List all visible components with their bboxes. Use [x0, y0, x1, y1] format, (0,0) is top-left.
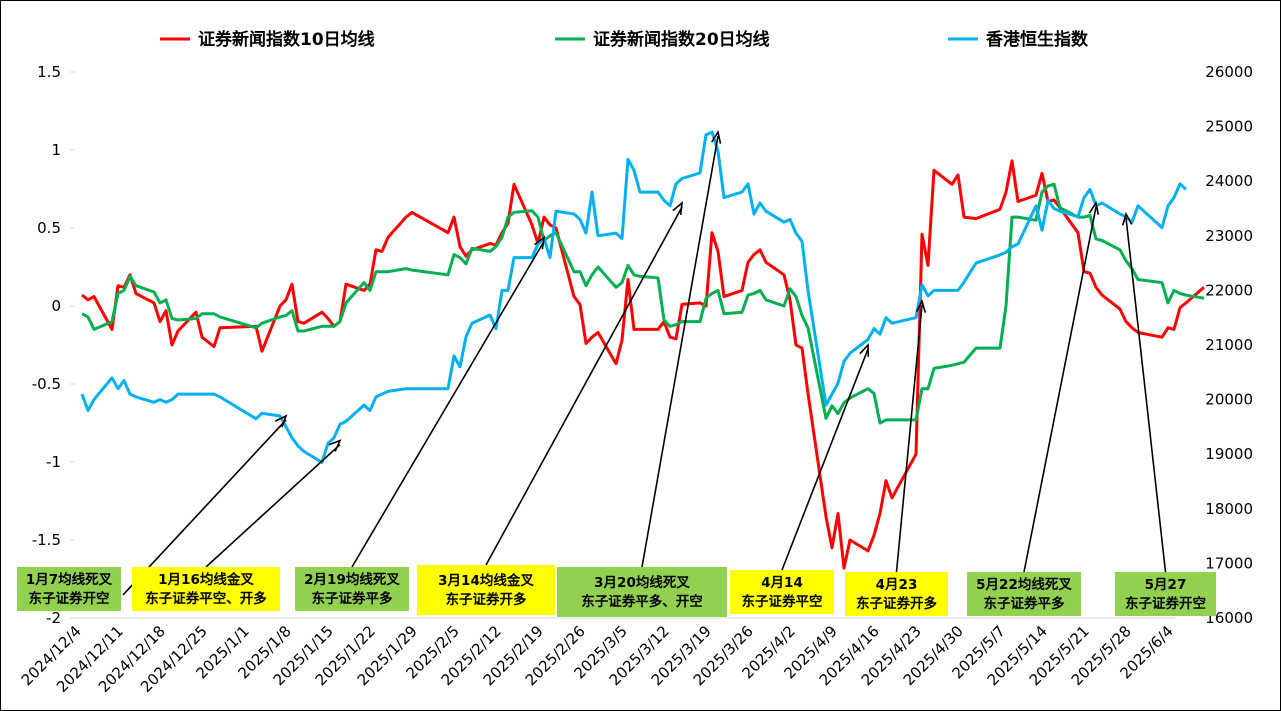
- annotation-box: [132, 567, 280, 611]
- annotation-arrow: [1023, 206, 1097, 573]
- left-y-tick-label: 0: [51, 297, 61, 315]
- annotation-text: 东子证券开多: [856, 595, 937, 612]
- annotation-text: 5月27: [1145, 577, 1187, 593]
- right-y-tick-label: 20000: [1205, 391, 1253, 409]
- right-y-tick-label: 22000: [1205, 281, 1253, 299]
- annotations: 1月7均线死叉东子证券开空1月16均线金叉东子证券平空、开多2月19均线死叉东子…: [17, 130, 1216, 617]
- annotation-text: 东子证券平多、开空: [581, 593, 703, 610]
- annotation-6: 4月14 东子证券平空: [730, 343, 870, 614]
- left-y-tick-label: -0.5: [32, 375, 61, 393]
- legend-item-20day: 证券新闻指数20日均线: [555, 29, 770, 50]
- annotation-arrow: [122, 419, 287, 596]
- annotation-text: 5月22均线死叉: [976, 576, 1072, 593]
- annotation-box: [557, 567, 727, 617]
- annotation-text: 4月23: [876, 577, 918, 593]
- left-y-tick-label: -1.5: [32, 531, 61, 549]
- left-y-tick-label: -2: [46, 609, 61, 627]
- annotation-box: [730, 570, 834, 614]
- annotation-arrowhead: [534, 235, 546, 250]
- series-line-10day-ma: [81, 159, 1205, 570]
- left-y-tick-label: -1: [46, 453, 61, 471]
- x-axis: 2024/12/42024/12/112024/12/182024/12/252…: [18, 617, 1177, 696]
- annotation-arrow: [205, 443, 341, 568]
- left-y-tick-label: 1.5: [37, 63, 61, 81]
- right-y-tick-label: 18000: [1205, 500, 1253, 518]
- right-y-tick-label: 16000: [1205, 609, 1253, 627]
- annotation-arrow: [895, 305, 923, 573]
- legend-label-20day: 证券新闻指数20日均线: [593, 29, 770, 50]
- annotation-text: 4月14: [761, 575, 803, 591]
- annotation-arrowhead: [711, 130, 722, 144]
- annotation-text: 1月7均线死叉: [26, 571, 113, 588]
- annotation-text: 1月16均线金叉: [158, 571, 254, 588]
- annotation-text: 东子证券开空: [29, 590, 110, 607]
- annotation-text: 东子证券平空、开多: [145, 590, 267, 607]
- annotation-arrowhead: [859, 343, 870, 357]
- right-y-tick-label: 17000: [1205, 554, 1253, 572]
- legend-label-hsi: 香港恒生指数: [986, 29, 1089, 50]
- legend-item-hsi: 香港恒生指数: [948, 29, 1089, 50]
- annotation-box: [417, 565, 555, 615]
- annotation-box: [845, 572, 948, 616]
- annotation-box: [967, 572, 1081, 616]
- annotation-arrow: [485, 206, 683, 566]
- annotation-text: 东子证券平空: [742, 593, 823, 610]
- left-y-axis: -2 -1.5 -1 -0.5 0 0.5 1 1.5: [32, 63, 75, 627]
- annotation-arrowhead: [1121, 211, 1133, 226]
- right-y-tick-label: 26000: [1205, 63, 1253, 81]
- annotation-text: 3月14均线金叉: [438, 572, 534, 589]
- series-layer: [80, 130, 1205, 570]
- annotation-arrowhead: [672, 201, 684, 215]
- annotation-arrow: [1125, 217, 1167, 573]
- annotation-text: 东子证券开多: [446, 591, 527, 608]
- legend: 证券新闻指数10日均线 证券新闻指数20日均线 香港恒生指数: [160, 29, 1089, 50]
- series-line-hang-seng: [80, 130, 1188, 464]
- annotation-arrow: [781, 348, 869, 571]
- left-y-tick-label: 0.5: [37, 219, 61, 237]
- annotation-text: 2月19均线死叉: [304, 571, 400, 588]
- annotation-arrowhead: [328, 439, 342, 452]
- right-y-tick-label: 23000: [1205, 227, 1253, 245]
- right-y-tick-label: 19000: [1205, 445, 1253, 463]
- annotation-text: 东子证券平多: [312, 590, 393, 607]
- annotation-box: [1115, 572, 1216, 616]
- annotation-arrowhead: [1088, 200, 1100, 215]
- annotation-9: 5月27 东子证券开空: [1115, 211, 1216, 616]
- annotation-arrow: [351, 240, 545, 568]
- left-y-tick-label: 1: [51, 141, 61, 159]
- legend-label-10day: 证券新闻指数10日均线: [198, 29, 375, 50]
- annotation-7: 4月23 东子证券开多: [845, 299, 948, 616]
- annotation-arrowhead: [274, 414, 288, 428]
- annotation-arrowhead: [915, 299, 927, 313]
- series-line-20day-ma: [81, 182, 1205, 425]
- annotation-text: 东子证券平多: [984, 595, 1065, 612]
- right-y-tick-label: 24000: [1205, 172, 1253, 190]
- annotation-arrow: [641, 135, 719, 568]
- annotation-box: [17, 567, 121, 611]
- annotation-box: [295, 567, 409, 611]
- right-y-tick-label: 25000: [1205, 118, 1253, 136]
- right-y-axis: 16000 17000 18000 19000 20000 21000 22000 23000…: [1205, 63, 1253, 627]
- annotation-text: 东子证券开空: [1125, 595, 1206, 612]
- right-y-tick-label: 21000: [1205, 336, 1253, 354]
- legend-item-10day: 证券新闻指数10日均线: [160, 29, 375, 50]
- annotation-text: 3月20均线死叉: [594, 574, 690, 591]
